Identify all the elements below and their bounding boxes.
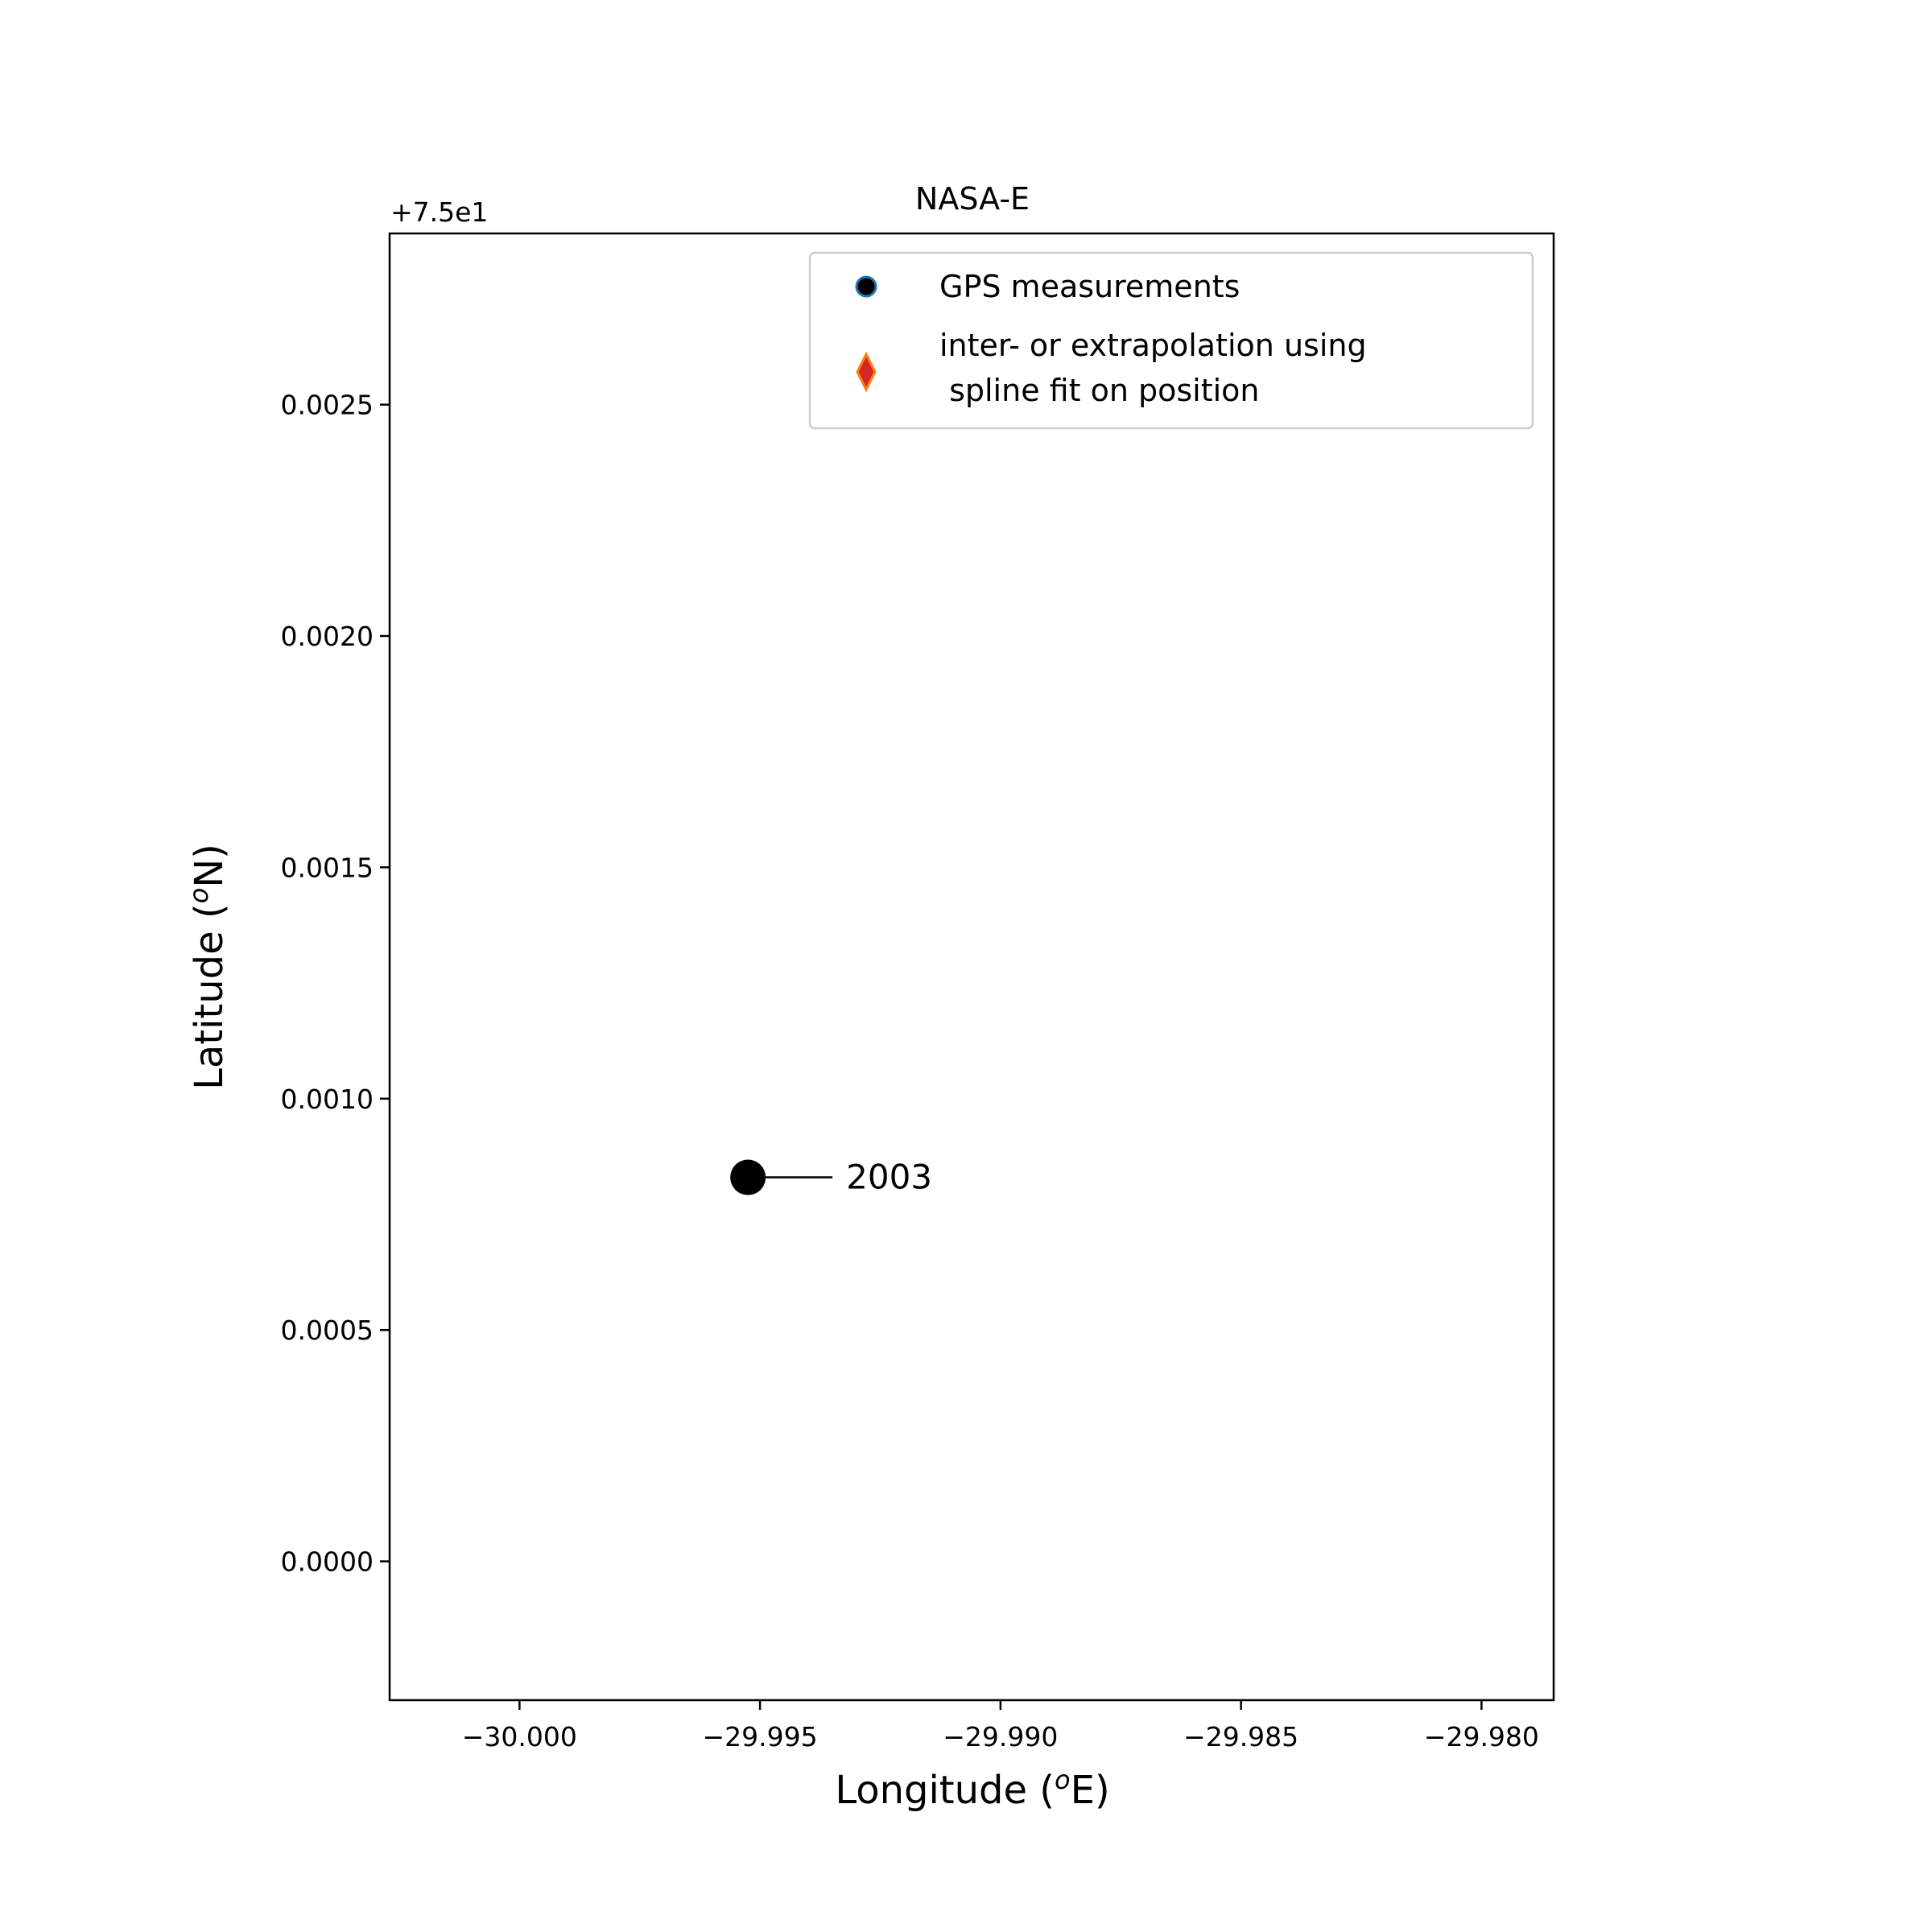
- legend-frame: [808, 251, 1534, 430]
- y-offset-label: +7.5e1: [390, 196, 488, 228]
- y-tick-label: 0.0005: [281, 1315, 374, 1346]
- y-tick-label: 0.0020: [281, 621, 374, 652]
- legend-gps-marker: [855, 275, 877, 298]
- legend-spline-label-line2: spline fit on position: [939, 373, 1260, 408]
- x-tick-label: −30.000: [462, 1721, 577, 1752]
- x-tick-label: −29.990: [943, 1721, 1058, 1752]
- legend: GPS measurements inter- or extrapolation…: [808, 251, 1534, 430]
- x-axis-label-prefix: Longitude (: [835, 1768, 1055, 1813]
- chart-title: NASA-E: [915, 181, 1030, 217]
- y-axis-ticks: 0.0000 0.0005 0.0010 0.0015 0.0020 0.0025: [281, 390, 390, 1578]
- y-axis-label-prefix: Latitude (: [187, 903, 232, 1090]
- y-tick-label: 0.0010: [281, 1084, 374, 1115]
- y-tick-label: 0.0000: [281, 1546, 374, 1578]
- x-axis-ticks: −30.000 −29.995 −29.990 −29.985 −29.980: [462, 1700, 1539, 1752]
- x-axis-label: Longitude (oE): [835, 1765, 1109, 1813]
- legend-spline-marker: [856, 351, 877, 393]
- legend-gps-label: GPS measurements: [939, 269, 1240, 304]
- x-tick-label: −29.995: [703, 1721, 818, 1752]
- legend-spline-label-line1: inter- or extrapolation using: [939, 328, 1367, 363]
- plot-area-frame: [388, 232, 1555, 1702]
- x-axis-label-superscript: o: [1055, 1765, 1071, 1795]
- y-tick-label: 0.0025: [281, 390, 374, 421]
- y-tick-label: 0.0015: [281, 852, 374, 883]
- y-axis-label-superscript: o: [184, 888, 214, 904]
- point-label: 2003: [846, 1158, 932, 1197]
- x-axis-label-suffix: E): [1071, 1768, 1110, 1813]
- x-tick-label: −29.985: [1183, 1721, 1298, 1752]
- data-points: 2003: [730, 1158, 932, 1197]
- y-axis-label: Latitude (oN): [184, 844, 232, 1090]
- y-axis-label-suffix: N): [187, 844, 232, 888]
- x-tick-label: −29.980: [1424, 1721, 1539, 1752]
